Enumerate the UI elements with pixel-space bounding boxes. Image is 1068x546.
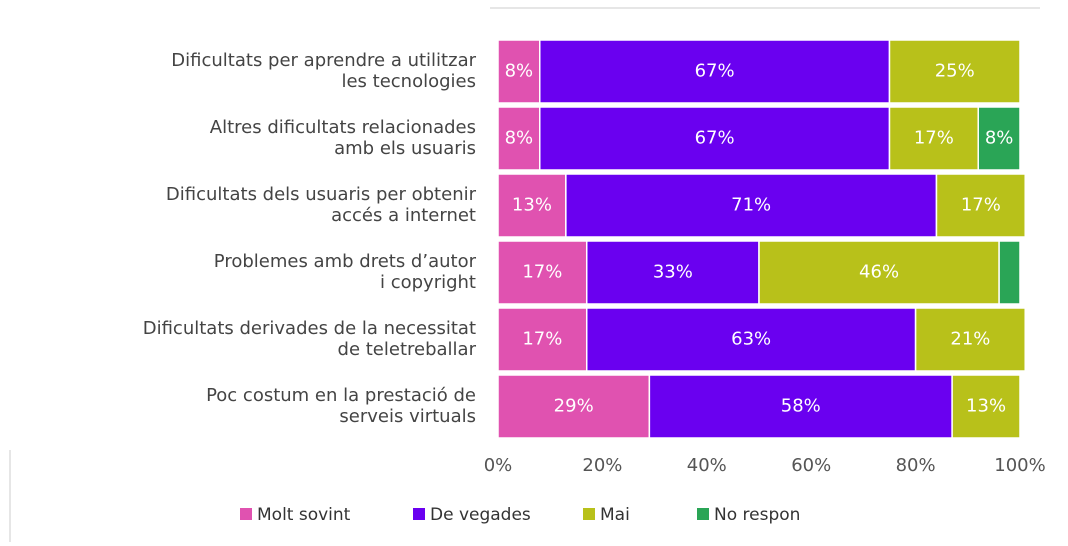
bar-segment	[585, 240, 760, 305]
bar-segment	[914, 307, 1026, 372]
legend-swatch	[583, 508, 595, 520]
legend-swatch	[697, 508, 709, 520]
data-label: 25%	[935, 61, 975, 82]
bar-segment	[648, 374, 953, 439]
x-tick-label: 20%	[582, 455, 622, 476]
category-label: Altres dificultats relacionades amb els u…	[210, 117, 476, 159]
bar-segment	[888, 106, 979, 171]
legend-swatch	[240, 508, 252, 520]
data-label: 71%	[731, 195, 771, 216]
bar-segment	[585, 307, 917, 372]
bar-segment	[497, 106, 541, 171]
bar-segment	[497, 374, 651, 439]
data-label: 63%	[731, 329, 771, 350]
bar-segment	[935, 173, 1026, 238]
x-tick-label: 80%	[896, 455, 936, 476]
x-tick-label: 0%	[484, 455, 513, 476]
bar-segment	[497, 307, 588, 372]
x-tick-label: 100%	[994, 455, 1045, 476]
category-label: Poc costum en la prestació de serveis vir…	[206, 385, 476, 427]
data-label: 17%	[522, 262, 562, 283]
bar-segment	[951, 374, 1021, 439]
category-label: Problemes amb drets d’autor i copyright	[214, 251, 477, 293]
data-label: 13%	[966, 396, 1006, 417]
data-label: 8%	[985, 128, 1014, 149]
legend-swatch	[413, 508, 425, 520]
legend-label: De vegades	[430, 505, 531, 525]
data-label: 67%	[695, 128, 735, 149]
legend-label: Mai	[600, 505, 630, 525]
data-label: 17%	[914, 128, 954, 149]
data-label: 33%	[653, 262, 693, 283]
data-label: 67%	[695, 61, 735, 82]
bar-segment	[565, 173, 938, 238]
data-label: 13%	[512, 195, 552, 216]
bar-segment	[497, 240, 588, 305]
category-label: Dificultats derivades de la necessitat de…	[143, 318, 477, 360]
data-label: 17%	[961, 195, 1001, 216]
data-label: 29%	[554, 396, 594, 417]
bar-segment	[977, 106, 1021, 171]
data-label: 8%	[505, 128, 534, 149]
bar-segment	[497, 173, 567, 238]
category-label: Dificultats dels usuaris per obtenir accé…	[166, 184, 477, 226]
legend-label: No respon	[714, 505, 800, 525]
bar-segment	[998, 240, 1021, 305]
data-label: 58%	[781, 396, 821, 417]
legend-label: Molt sovint	[257, 505, 351, 525]
data-label: 21%	[950, 329, 990, 350]
x-tick-label: 60%	[791, 455, 831, 476]
data-label: 8%	[505, 61, 534, 82]
data-label: 46%	[859, 262, 899, 283]
bar-segment	[539, 39, 891, 104]
bar-segment	[758, 240, 1000, 305]
bar-segment	[888, 39, 1021, 104]
data-label: 17%	[522, 329, 562, 350]
x-tick-label: 40%	[687, 455, 727, 476]
category-label: Dificultats per aprendre a utilitzar les …	[171, 50, 476, 92]
